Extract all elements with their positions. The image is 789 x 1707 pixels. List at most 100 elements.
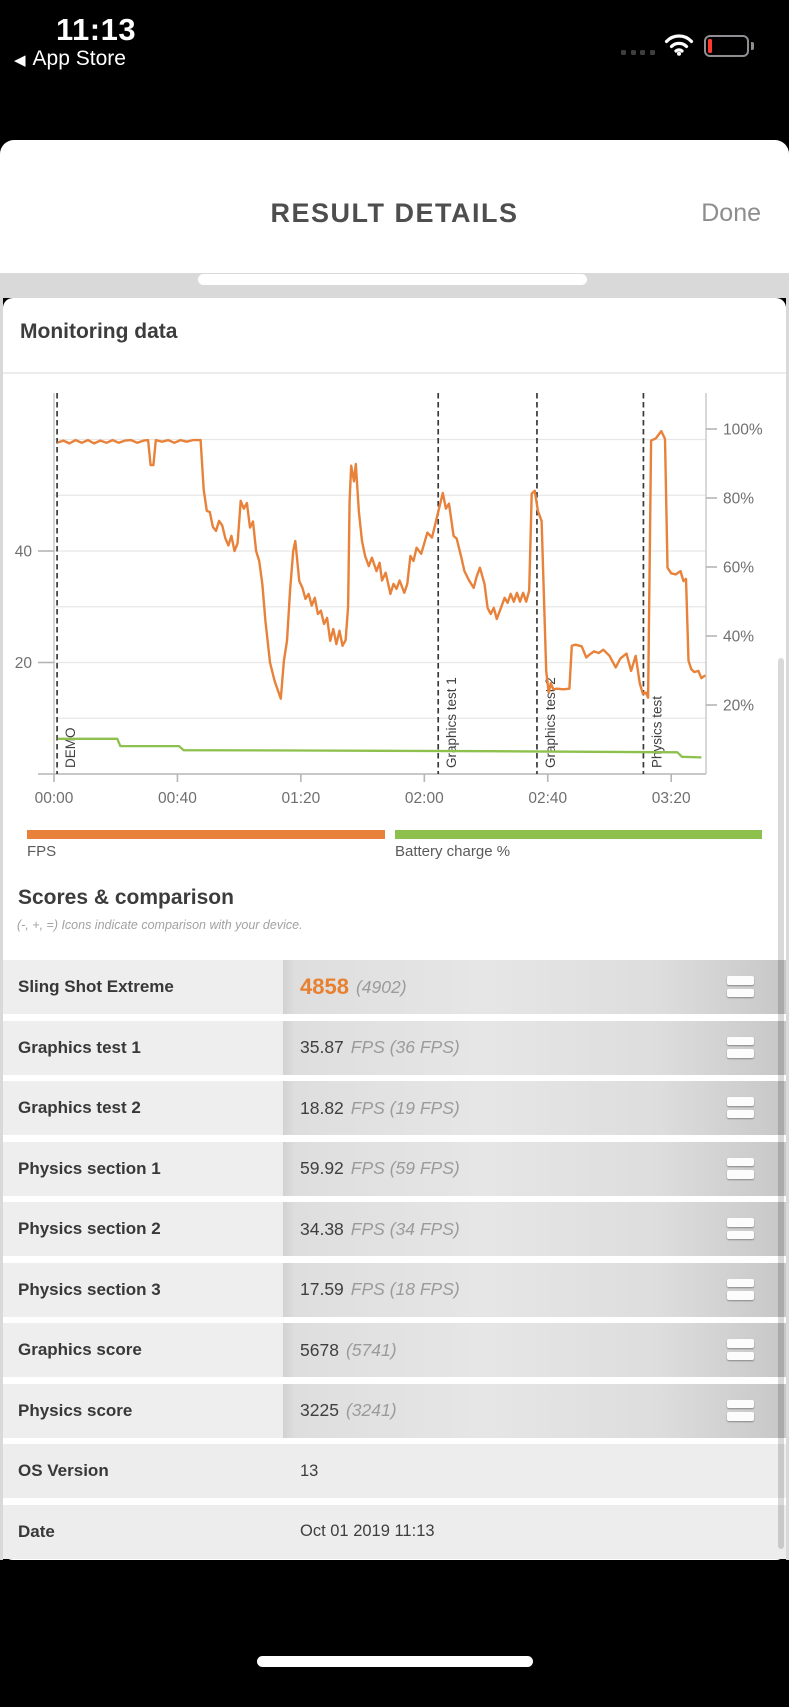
cellular-signal-dots-icon	[621, 50, 655, 55]
svg-text:DEMO: DEMO	[63, 728, 78, 769]
equal-comparison-icon	[727, 1218, 754, 1239]
row-value-number: 4858	[300, 974, 349, 999]
row-value: Oct 01 2019 11:13	[300, 1505, 435, 1559]
row-label-zone	[3, 1020, 283, 1075]
score-row-physics-section-3[interactable]: Physics section 3 17.59 FPS (18 FPS)	[3, 1262, 786, 1317]
svg-text:03:20: 03:20	[652, 790, 691, 807]
row-value-number: 3225	[300, 1400, 339, 1420]
row-value-number: 13	[300, 1461, 319, 1480]
row-value-zone	[283, 1141, 786, 1196]
row-label: Physics section 2	[18, 1219, 161, 1238]
score-row-physics-section-1[interactable]: Physics section 1 59.92 FPS (59 FPS)	[3, 1141, 786, 1196]
monitoring-data-heading: Monitoring data	[20, 320, 178, 343]
row-value: 5678 (5741)	[300, 1323, 397, 1377]
row-value-number: 18.82	[300, 1097, 344, 1118]
row-value-zone	[283, 1504, 786, 1559]
row-value-reference: FPS (18 FPS)	[350, 1279, 460, 1299]
row-label-zone	[3, 1202, 283, 1256]
row-value-number: 35.87	[300, 1037, 344, 1057]
row-value-zone	[283, 1383, 786, 1438]
row-value-zone	[283, 1202, 786, 1256]
row-label: OS Version	[18, 1461, 109, 1480]
battery-icon	[704, 35, 749, 57]
wifi-icon	[664, 34, 694, 56]
back-arrow-icon: ◀	[14, 52, 26, 69]
row-value: 35.87 FPS (36 FPS)	[300, 1021, 460, 1075]
row-label: Graphics test 2	[18, 1098, 141, 1117]
row-value: 3225 (3241)	[300, 1384, 397, 1438]
row-value-number: Oct 01 2019 11:13	[300, 1522, 435, 1540]
row-value-zone	[283, 1262, 786, 1317]
row-label: Physics section 3	[18, 1279, 161, 1299]
row-value: 18.82 FPS (19 FPS)	[300, 1081, 460, 1135]
back-label: App Store	[32, 47, 126, 70]
svg-text:80%: 80%	[723, 491, 754, 508]
score-row-graphics-score[interactable]: Graphics score 5678 (5741)	[3, 1323, 786, 1377]
svg-text:02:40: 02:40	[528, 790, 567, 807]
equal-comparison-icon	[727, 976, 754, 997]
row-value-reference: FPS (34 FPS)	[350, 1218, 460, 1239]
row-value-zone	[283, 1323, 786, 1377]
svg-text:20%: 20%	[723, 698, 754, 715]
row-value: 17.59 FPS (18 FPS)	[300, 1263, 460, 1317]
scores-comparison-subtitle: (-, +, =) Icons indicate comparison with…	[17, 918, 303, 932]
right-gutter	[786, 298, 789, 1560]
row-value-zone	[283, 960, 786, 1014]
row-value-reference: (4902)	[355, 976, 407, 997]
row-label: Physics score	[18, 1400, 133, 1420]
row-label: Date	[18, 1521, 55, 1541]
row-value-number: 34.38	[300, 1218, 344, 1239]
row-label: Physics section 1	[18, 1158, 161, 1178]
row-value: 59.92 FPS (59 FPS)	[300, 1142, 460, 1196]
row-value-reference: FPS (19 FPS)	[350, 1097, 460, 1118]
row-label: Graphics score	[18, 1340, 142, 1359]
row-label-zone	[3, 1323, 283, 1377]
score-row-sling-shot-extreme[interactable]: Sling Shot Extreme 4858 (4902)	[3, 960, 786, 1014]
row-value-number: 59.92	[300, 1158, 344, 1178]
row-value: 13	[300, 1444, 318, 1498]
score-row-graphics-test-2[interactable]: Graphics test 2 18.82 FPS (19 FPS)	[3, 1081, 786, 1135]
score-row-date[interactable]: Date Oct 01 2019 11:13	[3, 1504, 786, 1559]
svg-text:01:20: 01:20	[281, 790, 320, 807]
legend-label-battery: Battery charge %	[395, 843, 511, 860]
score-row-graphics-test-1[interactable]: Graphics test 1 35.87 FPS (36 FPS)	[3, 1020, 786, 1075]
svg-text:00:40: 00:40	[158, 790, 197, 807]
row-label-zone	[3, 1444, 283, 1498]
svg-text:00:00: 00:00	[35, 790, 74, 807]
divider	[3, 372, 786, 374]
battery-level-low	[708, 39, 712, 53]
row-value-zone	[283, 1081, 786, 1135]
scores-comparison-heading: Scores & comparison	[18, 886, 234, 909]
battery-cap	[751, 42, 754, 50]
row-value: 34.38 FPS (34 FPS)	[300, 1202, 460, 1256]
done-button[interactable]: Done	[701, 199, 761, 227]
modal-sheet-header	[0, 140, 789, 273]
svg-text:02:00: 02:00	[405, 790, 444, 807]
svg-text:60%: 60%	[723, 560, 754, 577]
svg-text:40%: 40%	[723, 629, 754, 646]
svg-text:Graphics test 2: Graphics test 2	[543, 677, 558, 768]
row-value-reference: (3241)	[345, 1400, 397, 1420]
scrollbar-thumb[interactable]	[778, 658, 784, 1549]
back-to-app-store-link[interactable]: ◀ App Store	[14, 47, 126, 71]
equal-comparison-icon	[727, 1157, 754, 1179]
home-indicator[interactable]	[257, 1656, 533, 1667]
scrolled-card-peek	[198, 274, 587, 285]
equal-comparison-icon	[727, 1278, 754, 1300]
row-label: Graphics test 1	[18, 1037, 141, 1057]
row-label-zone	[3, 1141, 283, 1196]
row-value-reference: FPS (59 FPS)	[350, 1158, 460, 1178]
score-row-physics-score[interactable]: Physics score 3225 (3241)	[3, 1383, 786, 1438]
row-value-reference: (5741)	[345, 1339, 397, 1360]
row-value-number: 17.59	[300, 1279, 344, 1299]
svg-text:20: 20	[15, 655, 33, 672]
row-value-zone	[283, 1020, 786, 1075]
row-value-reference: FPS (36 FPS)	[350, 1037, 460, 1057]
score-row-os-version[interactable]: OS Version 13	[3, 1444, 786, 1498]
row-label: Sling Shot Extreme	[18, 977, 174, 996]
score-row-physics-section-2[interactable]: Physics section 2 34.38 FPS (34 FPS)	[3, 1202, 786, 1256]
equal-comparison-icon	[727, 1339, 754, 1360]
row-label-zone	[3, 1383, 283, 1438]
row-value-number: 5678	[300, 1339, 339, 1360]
